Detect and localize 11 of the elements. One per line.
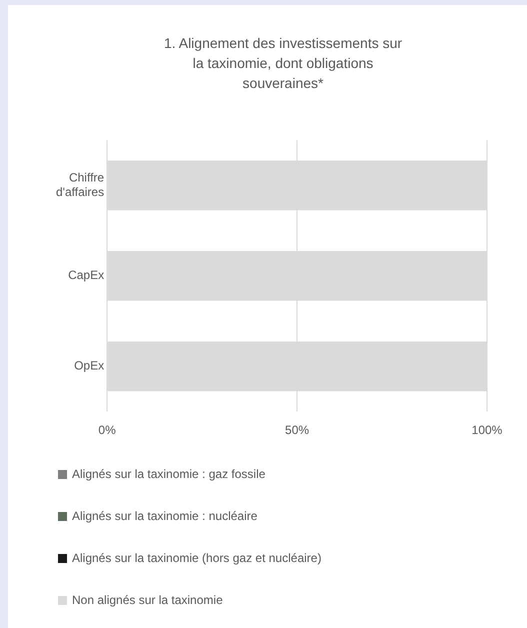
chart-title: 1. Alignement des investissements sur la taxinomie, dont obligations souveraines*: [162, 34, 404, 93]
x-tick-label: 50%: [285, 423, 310, 438]
legend-label: Alignés sur la taxinomie (hors gaz et nucléaire): [72, 551, 322, 565]
y-tick-label: Chiffre d'affaires: [56, 170, 104, 199]
y-tick-label: CapEx: [68, 268, 104, 282]
y-tick-label: OpEx: [74, 358, 104, 373]
legend-label: Alignés sur la taxinomie : gaz fossile: [72, 467, 266, 481]
legend-label: Non alignés sur la taxinomie: [72, 593, 223, 607]
x-tick-label: 100%: [472, 423, 503, 438]
x-tick-label: 0%: [98, 423, 116, 438]
legend-label: Alignés sur la taxinomie : nucléaire: [72, 509, 258, 523]
